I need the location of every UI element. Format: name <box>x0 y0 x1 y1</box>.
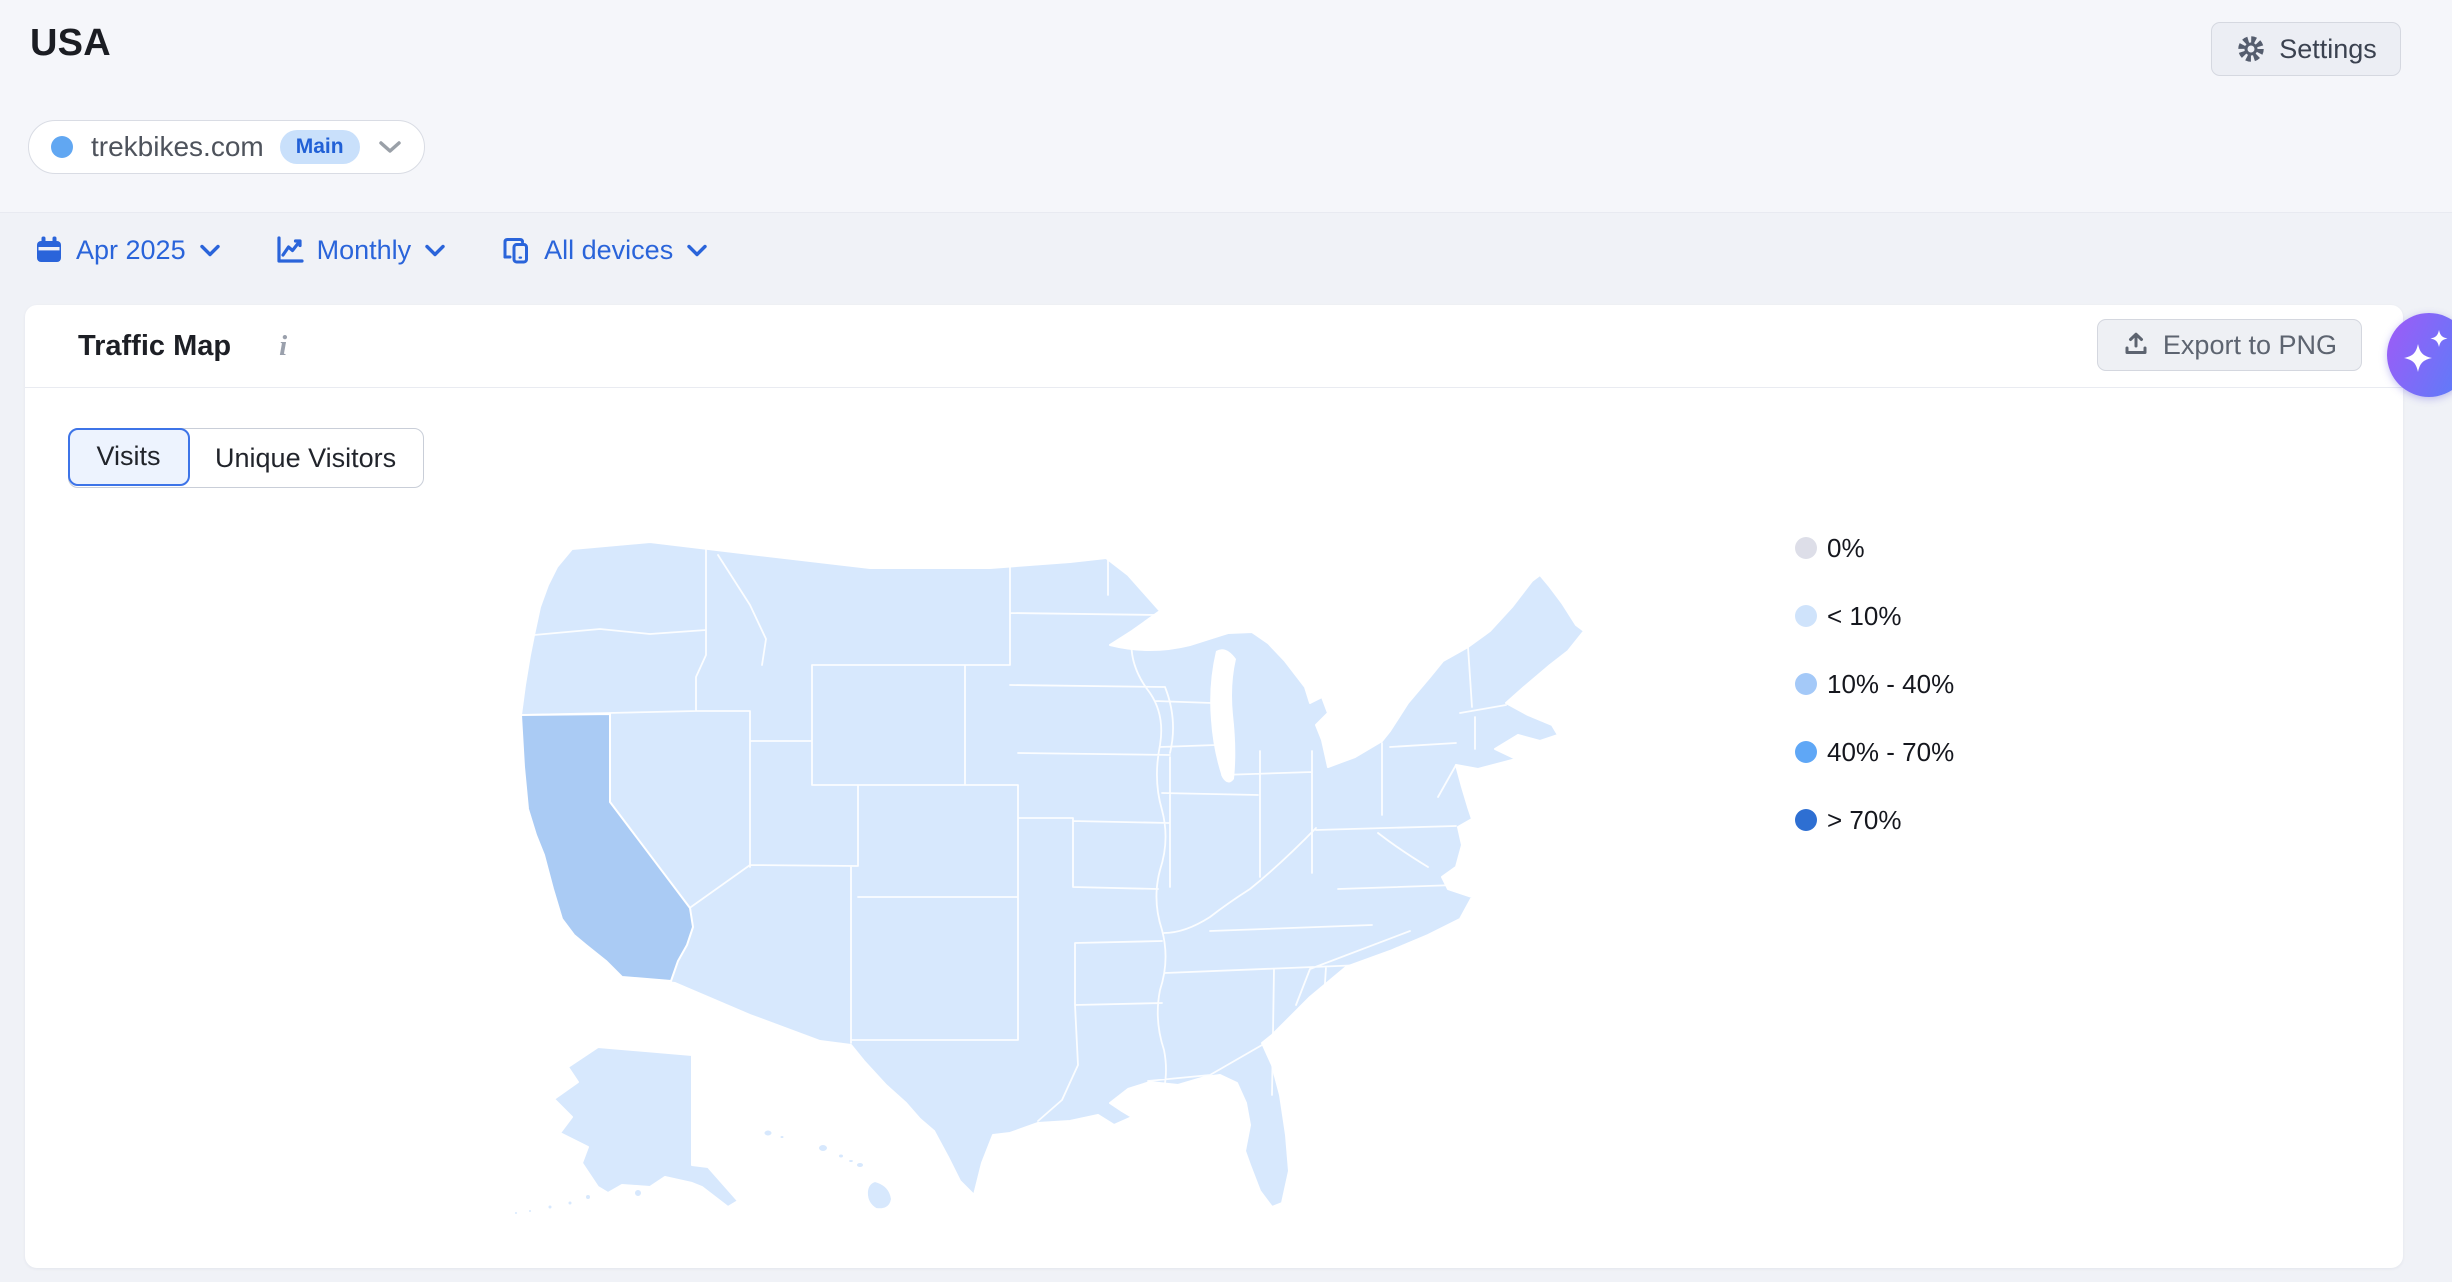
tab-visits[interactable]: Visits <box>67 427 190 486</box>
page-title: USA <box>30 22 111 64</box>
traffic-map-card: Traffic Map i Export to PNG Visits Uniqu… <box>25 305 2403 1268</box>
us-states-shape <box>520 541 1585 1208</box>
filter-bar: Apr 2025 Monthly <box>33 228 761 272</box>
legend-swatch <box>1795 673 1817 695</box>
ai-assistant-button[interactable] <box>2387 313 2452 397</box>
gear-icon <box>2235 33 2267 65</box>
legend-swatch <box>1795 809 1817 831</box>
legend-item: < 10% <box>1795 601 1954 631</box>
line-chart-icon <box>274 234 306 266</box>
legend-item: 10% - 40% <box>1795 669 1954 699</box>
legend-swatch <box>1795 741 1817 763</box>
project-domain: trekbikes.com <box>91 131 264 162</box>
granularity-filter-label: Monthly <box>316 234 412 265</box>
metric-toggle: Visits Unique Visitors <box>67 427 425 488</box>
devices-icon <box>499 234 533 266</box>
tab-unique-visitors[interactable]: Unique Visitors <box>215 442 397 473</box>
legend-swatch <box>1795 605 1817 627</box>
devices-filter-label: All devices <box>544 234 674 265</box>
export-label: Export to PNG <box>2162 329 2337 360</box>
state-hawaii <box>762 1128 893 1211</box>
export-to-png-button[interactable]: Export to PNG <box>2096 319 2362 371</box>
upload-icon <box>2122 331 2150 359</box>
legend-swatch <box>1795 537 1817 559</box>
project-badge: Main <box>279 130 360 164</box>
project-selector-dropdown[interactable]: trekbikes.com Main <box>28 120 425 174</box>
chevron-down-icon <box>199 244 221 257</box>
map-legend: 0% < 10% 10% - 40% 40% - 70% > 70% <box>1795 533 1954 873</box>
usa-choropleth-map[interactable] <box>510 535 1590 1235</box>
info-icon[interactable]: i <box>279 329 288 362</box>
sparkles-icon <box>2387 313 2452 397</box>
traffic-map-card-header: Traffic Map i Export to PNG <box>25 305 2403 388</box>
date-filter-label: Apr 2025 <box>76 234 186 265</box>
legend-item: 0% <box>1795 533 1954 563</box>
state-california[interactable] <box>520 713 694 982</box>
project-color-dot <box>51 136 73 158</box>
legend-item: > 70% <box>1795 805 1954 835</box>
devices-filter-dropdown[interactable]: All devices <box>499 234 708 266</box>
calendar-icon <box>33 234 65 266</box>
legend-item: 40% - 70% <box>1795 737 1954 767</box>
chevron-down-icon <box>686 244 708 257</box>
date-filter-dropdown[interactable]: Apr 2025 <box>33 234 221 266</box>
chevron-down-icon <box>378 140 402 154</box>
chevron-down-icon <box>424 244 446 257</box>
state-borders <box>520 543 1507 1122</box>
state-alaska <box>513 1046 739 1216</box>
granularity-filter-dropdown[interactable]: Monthly <box>274 234 447 266</box>
settings-label: Settings <box>2279 33 2377 64</box>
page-header-band <box>0 0 2452 213</box>
settings-button[interactable]: Settings <box>2211 22 2401 76</box>
card-title: Traffic Map <box>78 329 232 362</box>
lake-michigan-shape <box>1210 649 1236 783</box>
